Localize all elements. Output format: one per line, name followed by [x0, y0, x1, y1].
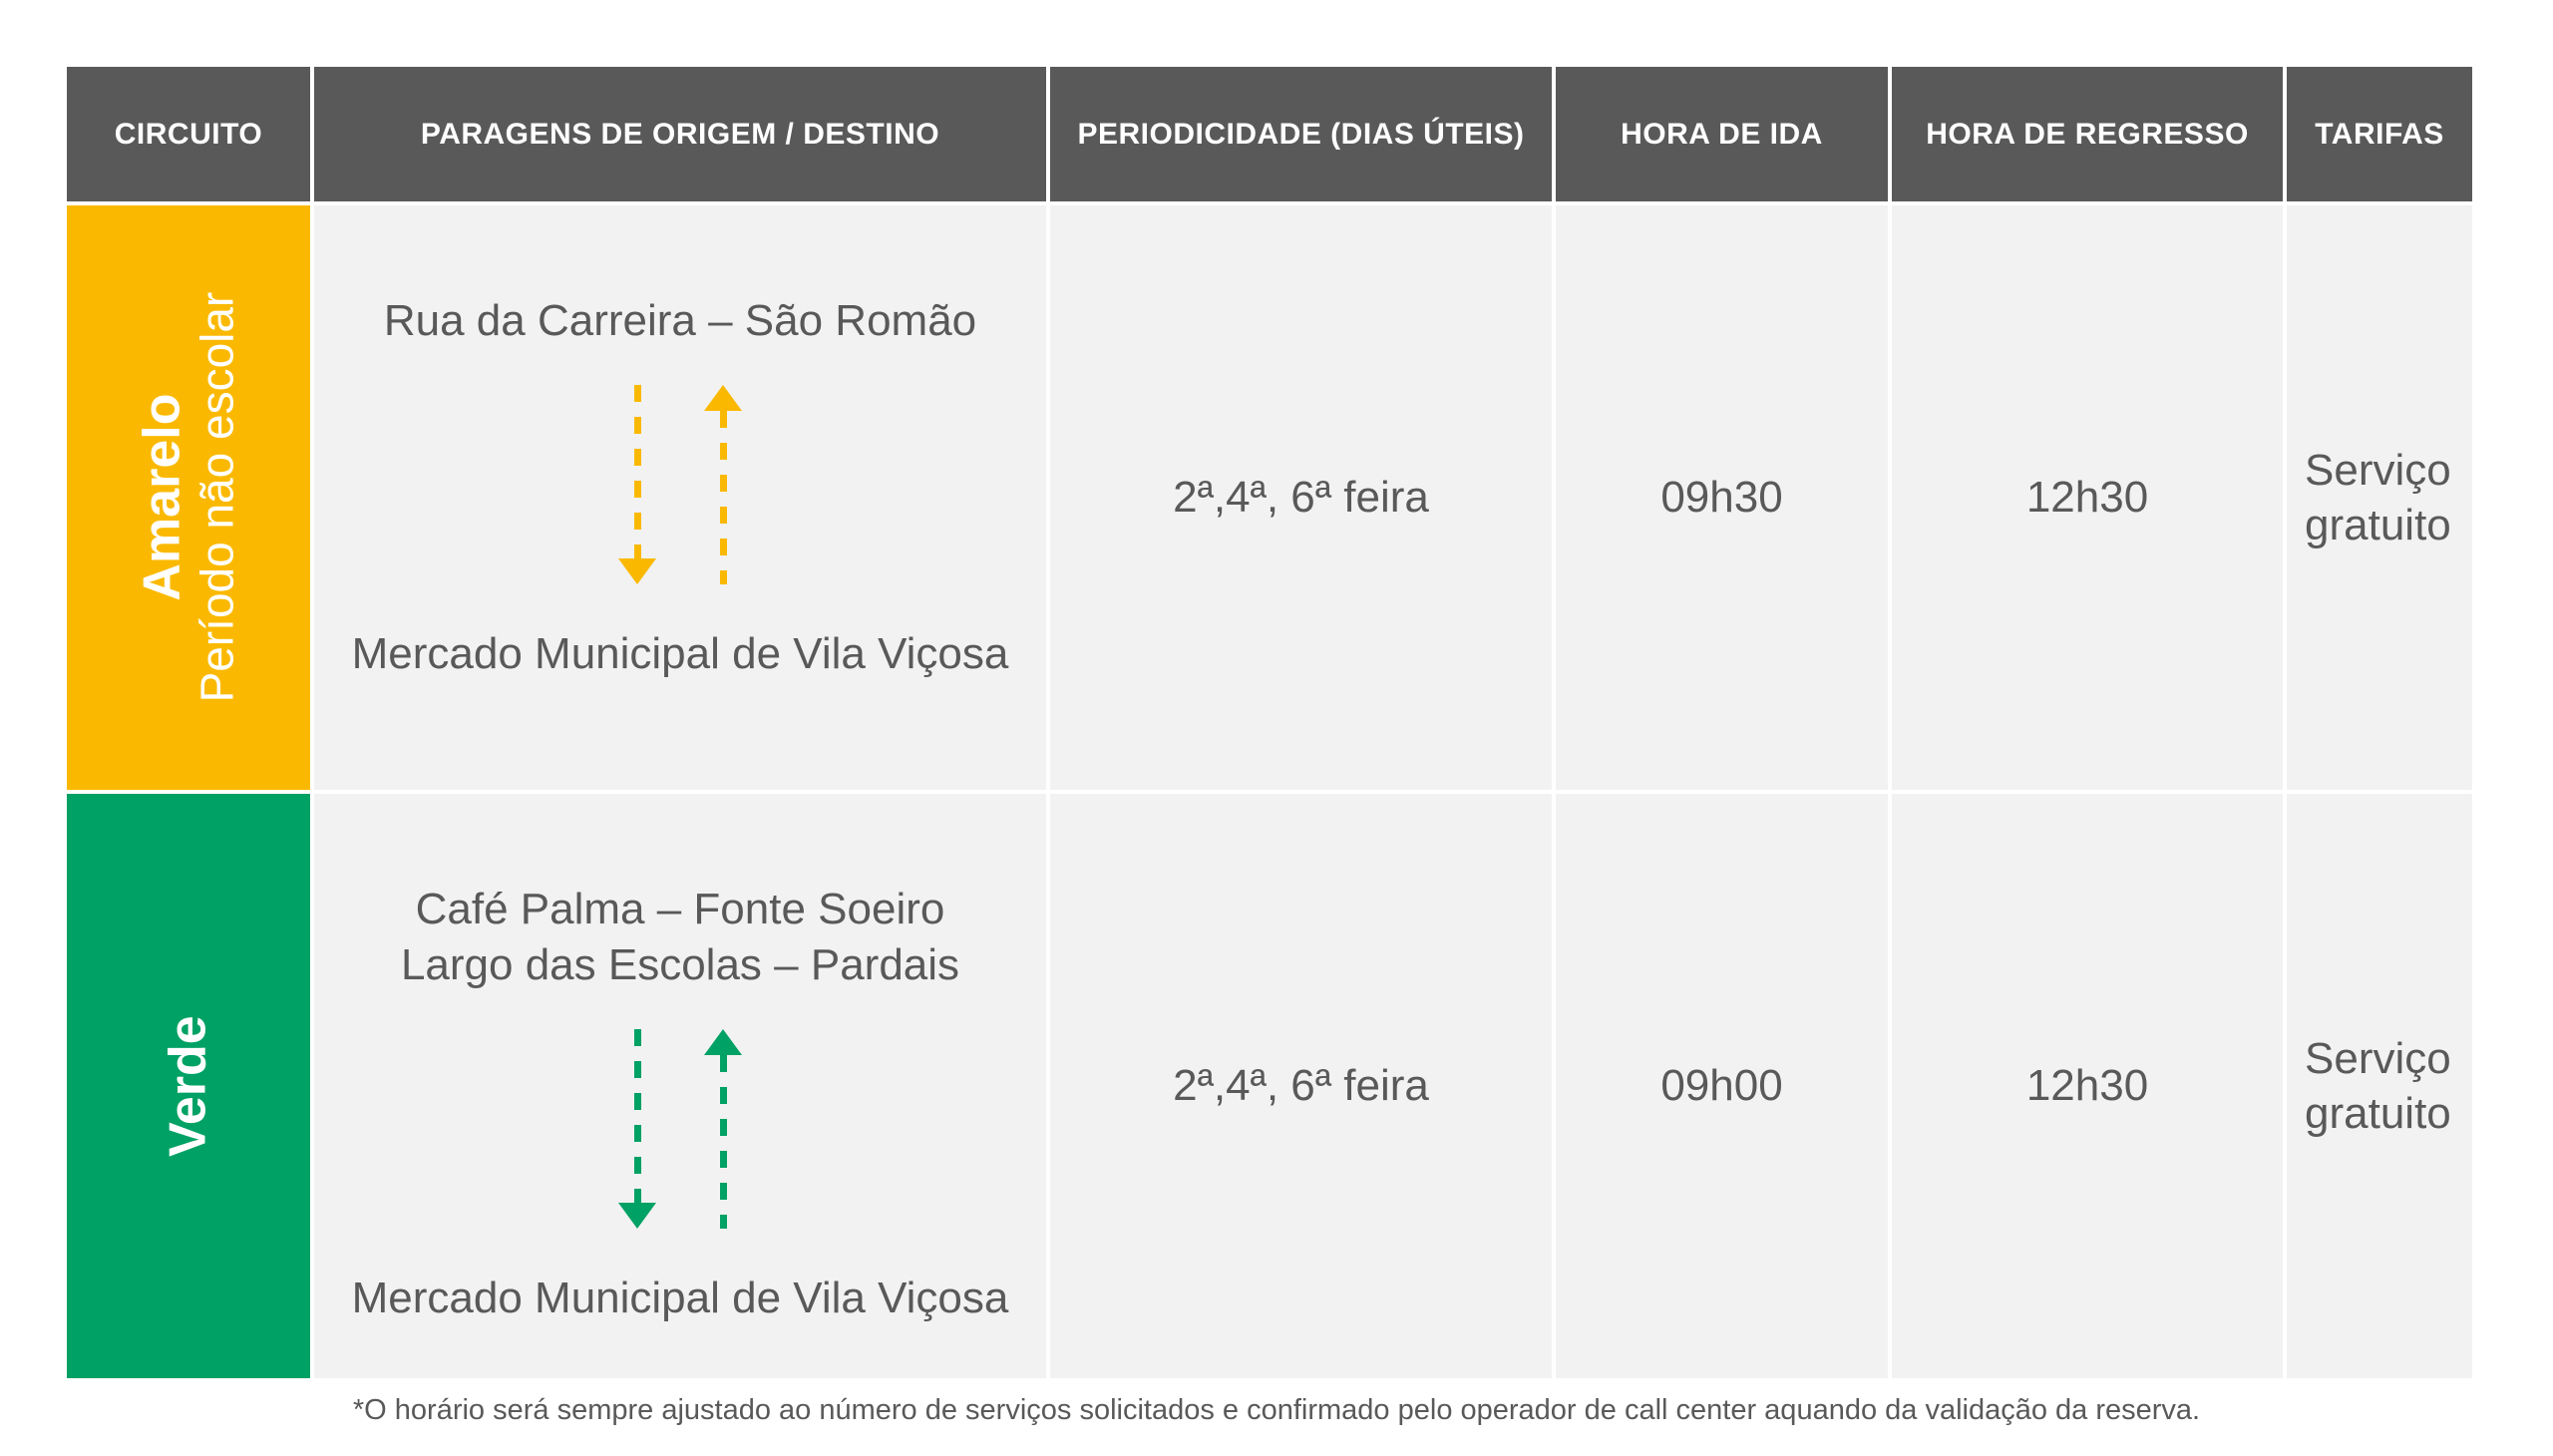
circuit-label: Amarelo Período não escolar	[133, 292, 243, 703]
arrow-down-icon	[618, 1028, 656, 1229]
triangle-up	[704, 384, 742, 411]
circuit-band-verde: Verde	[67, 794, 310, 1378]
triangle-down	[618, 557, 656, 584]
dashed-line	[633, 1028, 641, 1203]
column-header-paragens: PARAGENS DE ORIGEM / DESTINO	[314, 67, 1046, 201]
triangle-up	[704, 1028, 742, 1055]
column-header-tarifas: TARIFAS	[2287, 67, 2472, 201]
circuit-label: Verde	[160, 1015, 217, 1157]
bus-timetable: CIRCUITO PARAGENS DE ORIGEM / DESTINO PE…	[67, 67, 2472, 1378]
dashed-line	[633, 384, 641, 558]
return-time-cell: 12h30	[1892, 205, 2283, 790]
circuit-name: Amarelo	[133, 393, 191, 602]
origin-stop: Rua da Carreira – São Romão	[383, 296, 977, 345]
arrow-down-icon	[618, 384, 656, 584]
stops-cell-amarelo: Rua da Carreira – São Romão Mercado Muni…	[314, 205, 1046, 790]
arrow-up-icon	[704, 1028, 742, 1229]
return-time-cell: 12h30	[1892, 794, 2283, 1378]
column-header-circuito: CIRCUITO	[67, 67, 310, 201]
destination-stop: Mercado Municipal de Vila Viçosa	[351, 628, 1009, 678]
dashed-line	[719, 1054, 727, 1229]
column-header-hora-ida: HORA DE IDA	[1556, 67, 1888, 201]
circuit-subtitle: Período não escolar	[190, 292, 243, 703]
periodicity-cell: 2ª,4ª, 6ª feira	[1050, 205, 1552, 790]
origin-stop-line2: Largo das Escolas – Pardais	[400, 939, 960, 989]
footnote: *O horário será sempre ajustado ao númer…	[352, 1394, 2201, 1426]
arrow-up-icon	[704, 384, 742, 584]
departure-time-cell: 09h30	[1556, 205, 1888, 790]
circuit-name: Verde	[159, 1015, 217, 1157]
circuit-band-amarelo: Amarelo Período não escolar	[67, 205, 310, 790]
fare-cell: Serviço gratuito	[2287, 794, 2472, 1378]
destination-stop: Mercado Municipal de Vila Viçosa	[351, 1273, 1009, 1322]
dashed-line	[719, 410, 727, 584]
column-header-periodicidade: PERIODICIDADE (DIAS ÚTEIS)	[1050, 67, 1552, 201]
periodicity-cell: 2ª,4ª, 6ª feira	[1050, 794, 1552, 1378]
fare-cell: Serviço gratuito	[2287, 205, 2472, 790]
stops-cell-verde: Café Palma – Fonte Soeiro Largo das Esco…	[314, 794, 1046, 1378]
departure-time-cell: 09h00	[1556, 794, 1888, 1378]
column-header-hora-regresso: HORA DE REGRESSO	[1892, 67, 2283, 201]
route-arrows	[618, 384, 742, 584]
triangle-down	[618, 1202, 656, 1229]
route-arrows	[618, 1028, 742, 1229]
origin-stop: Café Palma – Fonte Soeiro	[415, 885, 945, 933]
